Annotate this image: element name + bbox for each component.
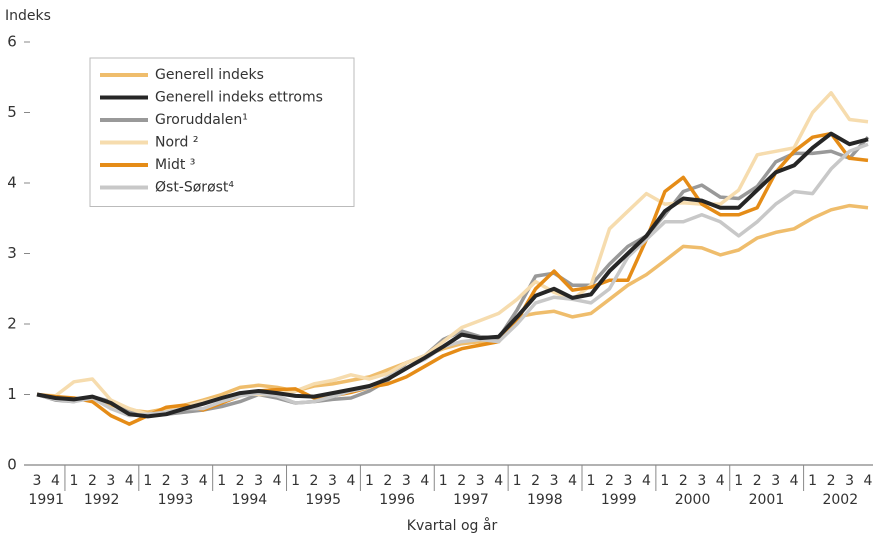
x-tick-label: 1 (734, 473, 743, 489)
x-tick-label: 2 (679, 473, 688, 489)
year-label: 1999 (601, 492, 637, 508)
x-tick-label: 3 (476, 473, 485, 489)
x-tick-label: 3 (550, 473, 559, 489)
year-label: 1996 (379, 492, 415, 508)
x-tick-label: 2 (88, 473, 97, 489)
x-tick-label: 1 (439, 473, 448, 489)
x-tick-label: 4 (51, 473, 60, 489)
x-tick-label: 2 (383, 473, 392, 489)
x-tick-label: 1 (291, 473, 300, 489)
x-tick-label: 4 (199, 473, 208, 489)
series-line (36, 131, 869, 419)
year-label: 2002 (822, 492, 858, 508)
x-tick-label: 2 (236, 473, 245, 489)
x-tick-label: 2 (531, 473, 540, 489)
y-axis-label: Indeks (5, 8, 51, 24)
x-tick-label: 4 (864, 473, 873, 489)
x-tick-label: 2 (457, 473, 466, 489)
x-tick-label: 1 (587, 473, 596, 489)
legend-label: Generell indeks ettroms (155, 90, 323, 106)
x-tick-label: 1 (365, 473, 374, 489)
x-tick-label: 3 (106, 473, 115, 489)
x-tick-label: 4 (125, 473, 134, 489)
year-label: 1992 (84, 492, 120, 508)
x-tick-label: 4 (420, 473, 429, 489)
x-tick-label: 3 (402, 473, 411, 489)
y-tick-label: 0 (7, 456, 17, 474)
series-line (36, 203, 869, 414)
x-tick-label: 1 (217, 473, 226, 489)
x-tick-label: 2 (310, 473, 319, 489)
x-tick-label: 1 (69, 473, 78, 489)
x-tick-label: 3 (254, 473, 263, 489)
x-tick-label: 3 (180, 473, 189, 489)
x-tick-label: 1 (143, 473, 152, 489)
legend-label: Nord ² (155, 135, 199, 151)
x-tick-label: 4 (568, 473, 577, 489)
y-tick-label: 5 (7, 103, 17, 121)
x-tick-label: 3 (845, 473, 854, 489)
legend-box (89, 57, 355, 207)
x-tick-label: 4 (790, 473, 799, 489)
y-tick-label: 6 (7, 33, 17, 51)
x-tick-label: 3 (771, 473, 780, 489)
x-tick-label: 4 (346, 473, 355, 489)
x-tick-label: 1 (808, 473, 817, 489)
year-label: 2001 (749, 492, 785, 508)
year-label: 1993 (158, 492, 194, 508)
x-tick-label: 3 (328, 473, 337, 489)
x-tick-label: 4 (494, 473, 503, 489)
x-tick-label: 4 (642, 473, 651, 489)
x-tick-label: 2 (753, 473, 762, 489)
year-label: 1997 (453, 492, 489, 508)
y-tick-label: 4 (7, 174, 17, 192)
x-tick-label: 2 (827, 473, 836, 489)
y-tick-label: 1 (7, 385, 17, 403)
legend-label: Generell indeks (155, 67, 264, 83)
year-label: 1995 (305, 492, 341, 508)
x-tick-label: 2 (162, 473, 171, 489)
x-tick-label: 1 (513, 473, 522, 489)
x-tick-label: 2 (605, 473, 614, 489)
x-tick-label: 4 (273, 473, 282, 489)
legend-label: Groruddalen¹ (155, 112, 248, 128)
x-tick-label: 3 (33, 473, 42, 489)
series-line (36, 131, 869, 426)
x-tick-label: 3 (697, 473, 706, 489)
legend-label: Midt ³ (155, 157, 195, 173)
y-tick-label: 2 (7, 315, 17, 333)
legend: Generell indeks Generell indeks ettroms Gr… (89, 57, 355, 207)
year-label: 1994 (232, 492, 268, 508)
y-tick-label: 3 (7, 244, 17, 262)
year-label: 1991 (28, 492, 64, 508)
x-tick-label: 3 (623, 473, 632, 489)
year-label: 2000 (675, 492, 711, 508)
x-tick-label: 1 (660, 473, 669, 489)
x-tick-label: 4 (716, 473, 725, 489)
legend-label: Øst-Sørøst⁴ (155, 180, 234, 196)
x-axis-label: Kvartal og år (407, 517, 498, 534)
year-label: 1998 (527, 492, 563, 508)
